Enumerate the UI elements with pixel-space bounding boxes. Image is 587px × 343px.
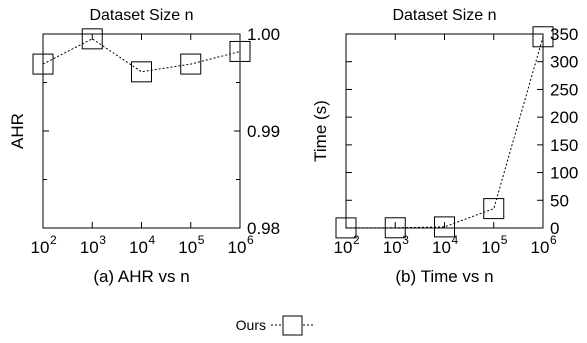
x-tick-label: 10	[80, 238, 99, 257]
series-line	[345, 36, 544, 229]
data-point-marker	[81, 28, 103, 50]
panel-caption: (b) Time vs n	[395, 267, 493, 286]
plot-frame	[345, 33, 544, 229]
x-tick-label: 10	[383, 238, 402, 257]
data-point-marker	[434, 216, 455, 238]
data-point-marker	[32, 53, 54, 75]
plot-frame	[42, 33, 241, 229]
x-tick-label: 10	[334, 238, 353, 257]
y-tick-label: 150	[550, 136, 578, 155]
y-axis-label: Time (s)	[311, 100, 330, 162]
data-point-marker	[229, 40, 251, 62]
y-tick-label: 0.98	[247, 219, 280, 238]
x-tick-exponent: 5	[501, 233, 508, 247]
y-tick-label: 250	[550, 80, 578, 99]
x-tick-label: 10	[531, 238, 550, 257]
x-tick-label: 10	[481, 238, 500, 257]
data-point-marker	[483, 198, 505, 220]
data-point-marker	[131, 61, 152, 83]
x-tick-exponent: 6	[550, 233, 557, 247]
x-tick-exponent: 3	[402, 233, 409, 247]
x-tick-exponent: 2	[353, 233, 360, 247]
y-tick-label: 200	[550, 108, 578, 127]
x-tick-label: 10	[31, 238, 50, 257]
data-point-marker	[384, 217, 406, 239]
y-tick-label: 100	[550, 164, 578, 183]
y-tick-label: 0.99	[247, 122, 280, 141]
chart-title: Dataset Size n	[89, 7, 193, 24]
x-tick-exponent: 6	[247, 233, 254, 247]
y-tick-label: 50	[550, 191, 569, 210]
y-tick-label: 1.00	[247, 25, 280, 44]
legend: Ours	[236, 315, 314, 336]
data-point-marker	[180, 53, 202, 75]
y-tick-label: 350	[550, 25, 578, 44]
data-point-marker	[335, 217, 357, 239]
series-line	[42, 38, 241, 73]
x-tick-exponent: 5	[198, 233, 205, 247]
panel-caption: (a) AHR vs n	[93, 267, 189, 286]
x-tick-label: 10	[178, 238, 197, 257]
x-tick-exponent: 3	[99, 233, 106, 247]
x-tick-label: 10	[432, 238, 451, 257]
x-tick-exponent: 4	[452, 233, 459, 247]
panel-time-vs-n: Dataset Size n10 2 10 3 10 4 10 5 10 605010015020…	[311, 7, 578, 286]
legend-marker	[282, 315, 303, 336]
legend-label: Ours	[236, 317, 266, 333]
y-axis-label: AHR	[8, 113, 27, 149]
y-tick-label: 300	[550, 53, 578, 72]
x-tick-exponent: 2	[50, 233, 57, 247]
y-tick-label: 0	[550, 219, 559, 238]
chart-title: Dataset Size n	[392, 7, 496, 24]
x-tick-label: 10	[129, 238, 148, 257]
x-tick-exponent: 4	[149, 233, 156, 247]
data-point-marker	[532, 26, 554, 48]
x-tick-label: 10	[228, 238, 247, 257]
panel-ahr-vs-n: Dataset Size n10 2 10 3 10 4 10 5 10 60.980.991.0…	[8, 7, 280, 286]
